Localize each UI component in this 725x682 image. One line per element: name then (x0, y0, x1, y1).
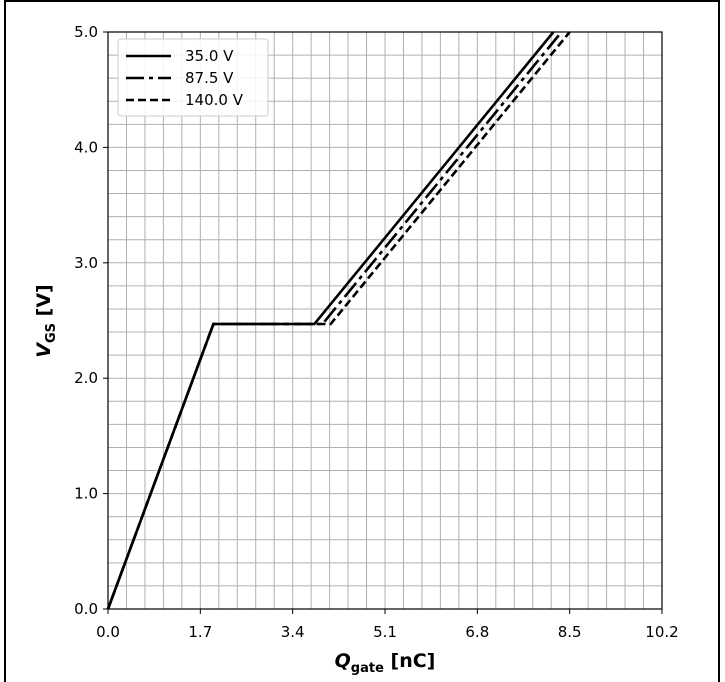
y-axis-title-unit: [V] (33, 284, 55, 323)
y-axis-title-main: V (33, 342, 55, 358)
y-tick-label: 5.0 (74, 23, 98, 41)
y-tick-label: 0.0 (74, 600, 98, 618)
y-tick-label: 1.0 (74, 485, 98, 503)
x-axis-title-sub: gate (351, 661, 384, 676)
legend-entry-2: 140.0 V (185, 91, 244, 109)
series-line-2 (106, 31, 571, 610)
y-axis-title: VGS [V] (33, 284, 59, 357)
y-tick-label: 2.0 (74, 369, 98, 387)
legend-entry-0: 35.0 V (185, 47, 234, 65)
x-axis-title-unit: [nC] (384, 650, 435, 672)
legend-box (117, 38, 269, 117)
x-tick-label: 0.0 (96, 623, 120, 641)
x-tick-label: 3.4 (281, 623, 305, 641)
x-axis-ticks: 0.0 1.7 3.4 5.1 6.8 8.5 10.2 (96, 609, 679, 641)
outer-frame (4, 0, 720, 682)
legend-entry-1: 87.5 V (185, 69, 234, 87)
series-layer (106, 31, 571, 610)
x-tick-label: 10.2 (645, 623, 678, 641)
x-tick-label: 1.7 (188, 623, 212, 641)
x-axis-title: Qgate [nC] (335, 650, 436, 676)
x-tick-label: 6.8 (465, 623, 489, 641)
y-tick-label: 4.0 (74, 138, 98, 156)
y-tick-label: 3.0 (74, 254, 98, 272)
series-line-0 (106, 31, 555, 610)
legend: 35.0 V 87.5 V 140.0 V (117, 38, 269, 117)
x-tick-label: 5.1 (373, 623, 397, 641)
y-axis-ticks: 0.0 1.0 2.0 3.0 4.0 5.0 (74, 23, 108, 618)
y-axis-title-sub: GS (44, 323, 59, 343)
x-axis-title-main: Q (335, 650, 351, 672)
grid (107, 31, 663, 610)
x-tick-label: 8.5 (558, 623, 582, 641)
